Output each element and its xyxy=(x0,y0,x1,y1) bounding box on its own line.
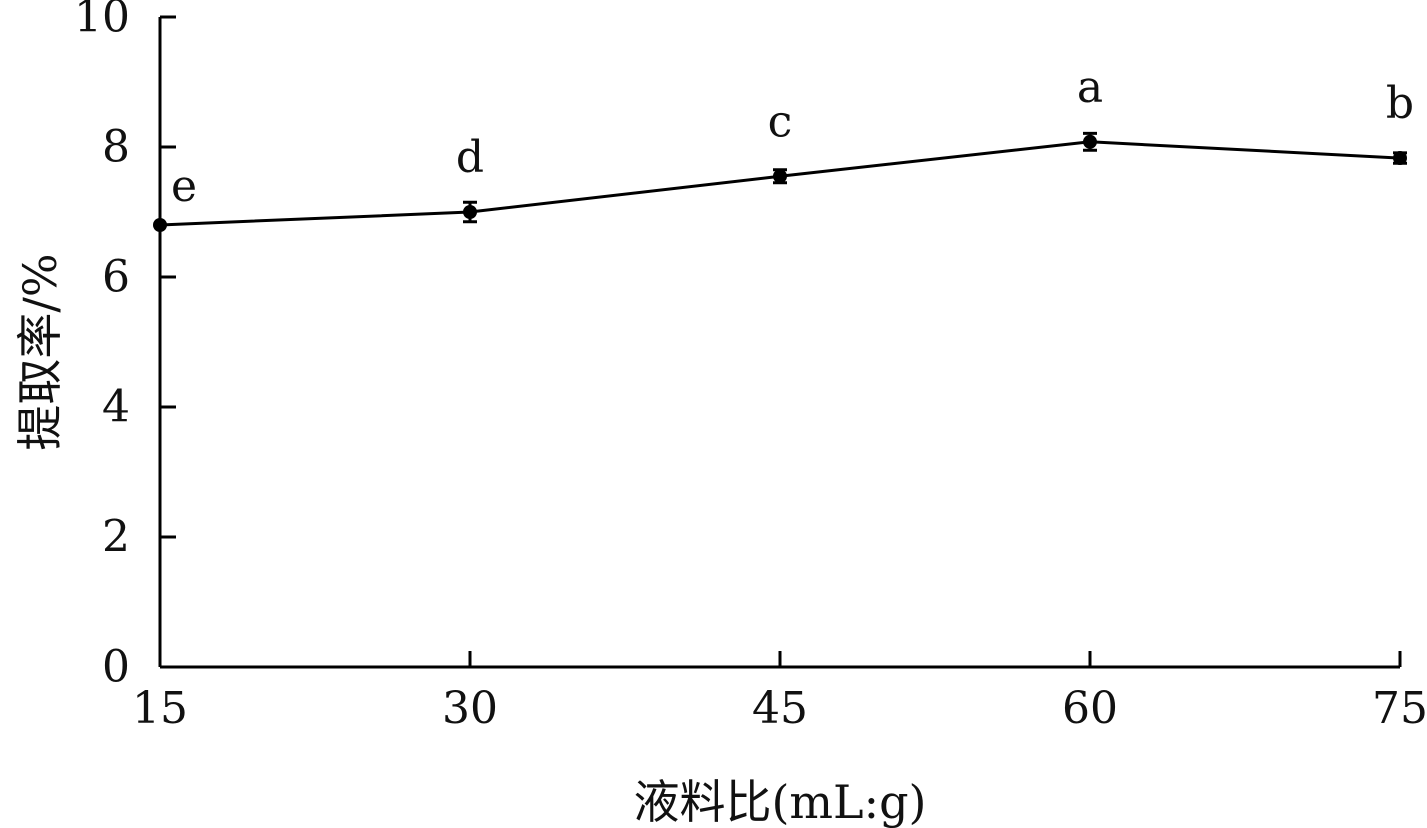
significance-label: d xyxy=(456,132,484,183)
x-axis-title: 液料比(mL:g) xyxy=(633,775,926,828)
series xyxy=(153,131,1407,232)
y-tick-label: 6 xyxy=(102,252,130,303)
data-point xyxy=(1393,151,1407,166)
y-tick-label: 0 xyxy=(102,642,130,693)
y-axis-title: 提取率/% xyxy=(13,253,67,450)
x-tick-label: 30 xyxy=(442,683,498,734)
ticks: 0 2 4 6 8 10 15 30 45 60 75 xyxy=(74,0,1427,734)
y-tick-label: 4 xyxy=(102,382,130,433)
significance-label: a xyxy=(1077,62,1103,113)
significance-label: b xyxy=(1386,78,1414,129)
data-point xyxy=(773,169,787,184)
labels: 液料比(mL:g) 提取率/% e d c a b xyxy=(13,62,1414,828)
data-point xyxy=(1083,134,1097,149)
x-tick-label: 75 xyxy=(1372,683,1427,734)
y-tick-label: 10 xyxy=(74,0,130,43)
data-point xyxy=(153,218,167,232)
x-tick-label: 45 xyxy=(752,683,808,734)
y-tick-label: 8 xyxy=(102,122,130,173)
data-point xyxy=(463,205,477,219)
significance-label: c xyxy=(768,96,793,147)
significance-label: e xyxy=(171,161,197,212)
x-tick-label: 15 xyxy=(132,683,188,734)
y-tick-label: 2 xyxy=(102,512,130,563)
x-tick-label: 60 xyxy=(1062,683,1118,734)
